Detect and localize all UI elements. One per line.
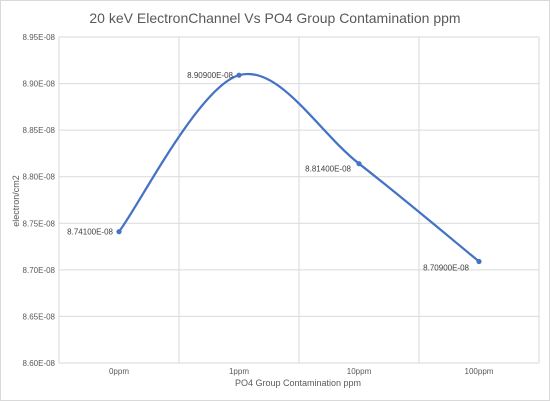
data-point bbox=[236, 72, 242, 78]
y-tick-label: 8.70E-08 bbox=[23, 266, 56, 275]
data-labels: 8.74100E-08 8.90900E-08 8.81400E-08 8.70900… bbox=[67, 71, 469, 272]
data-point bbox=[356, 161, 362, 167]
x-tick-label: 100ppm bbox=[465, 367, 494, 376]
x-axis-ticks: 0ppm 1ppm 10ppm 100ppm bbox=[109, 367, 494, 376]
x-axis-title: PO4 Group Contamination ppm bbox=[235, 378, 361, 388]
chart-title: 20 keV ElectronChannel Vs PO4 Group Cont… bbox=[89, 10, 460, 26]
data-label: 8.81400E-08 bbox=[305, 165, 351, 174]
series-layer bbox=[116, 72, 482, 265]
y-tick-label: 8.75E-08 bbox=[23, 219, 56, 228]
data-label: 8.74100E-08 bbox=[67, 228, 113, 237]
series-line bbox=[117, 72, 481, 263]
y-tick-label: 8.80E-08 bbox=[23, 173, 56, 182]
data-label: 8.90900E-08 bbox=[187, 71, 233, 80]
x-tick-label: 10ppm bbox=[347, 367, 372, 376]
y-tick-label: 8.60E-08 bbox=[23, 359, 56, 368]
data-label: 8.70900E-08 bbox=[423, 263, 469, 272]
data-point bbox=[476, 258, 482, 265]
y-axis-ticks: 8.95E-08 8.90E-08 8.85E-08 8.80E-08 8.75E-08… bbox=[23, 33, 56, 368]
y-tick-label: 8.85E-08 bbox=[23, 126, 56, 135]
x-tick-label: 1ppm bbox=[229, 367, 249, 376]
y-tick-label: 8.90E-08 bbox=[23, 80, 56, 89]
y-tick-label: 8.95E-08 bbox=[23, 33, 56, 42]
x-tick-label: 0ppm bbox=[109, 367, 129, 376]
gridlines bbox=[58, 36, 540, 364]
y-axis-title: electron/cm2 bbox=[11, 175, 21, 227]
data-point bbox=[116, 229, 122, 235]
y-tick-label: 8.65E-08 bbox=[23, 312, 56, 321]
